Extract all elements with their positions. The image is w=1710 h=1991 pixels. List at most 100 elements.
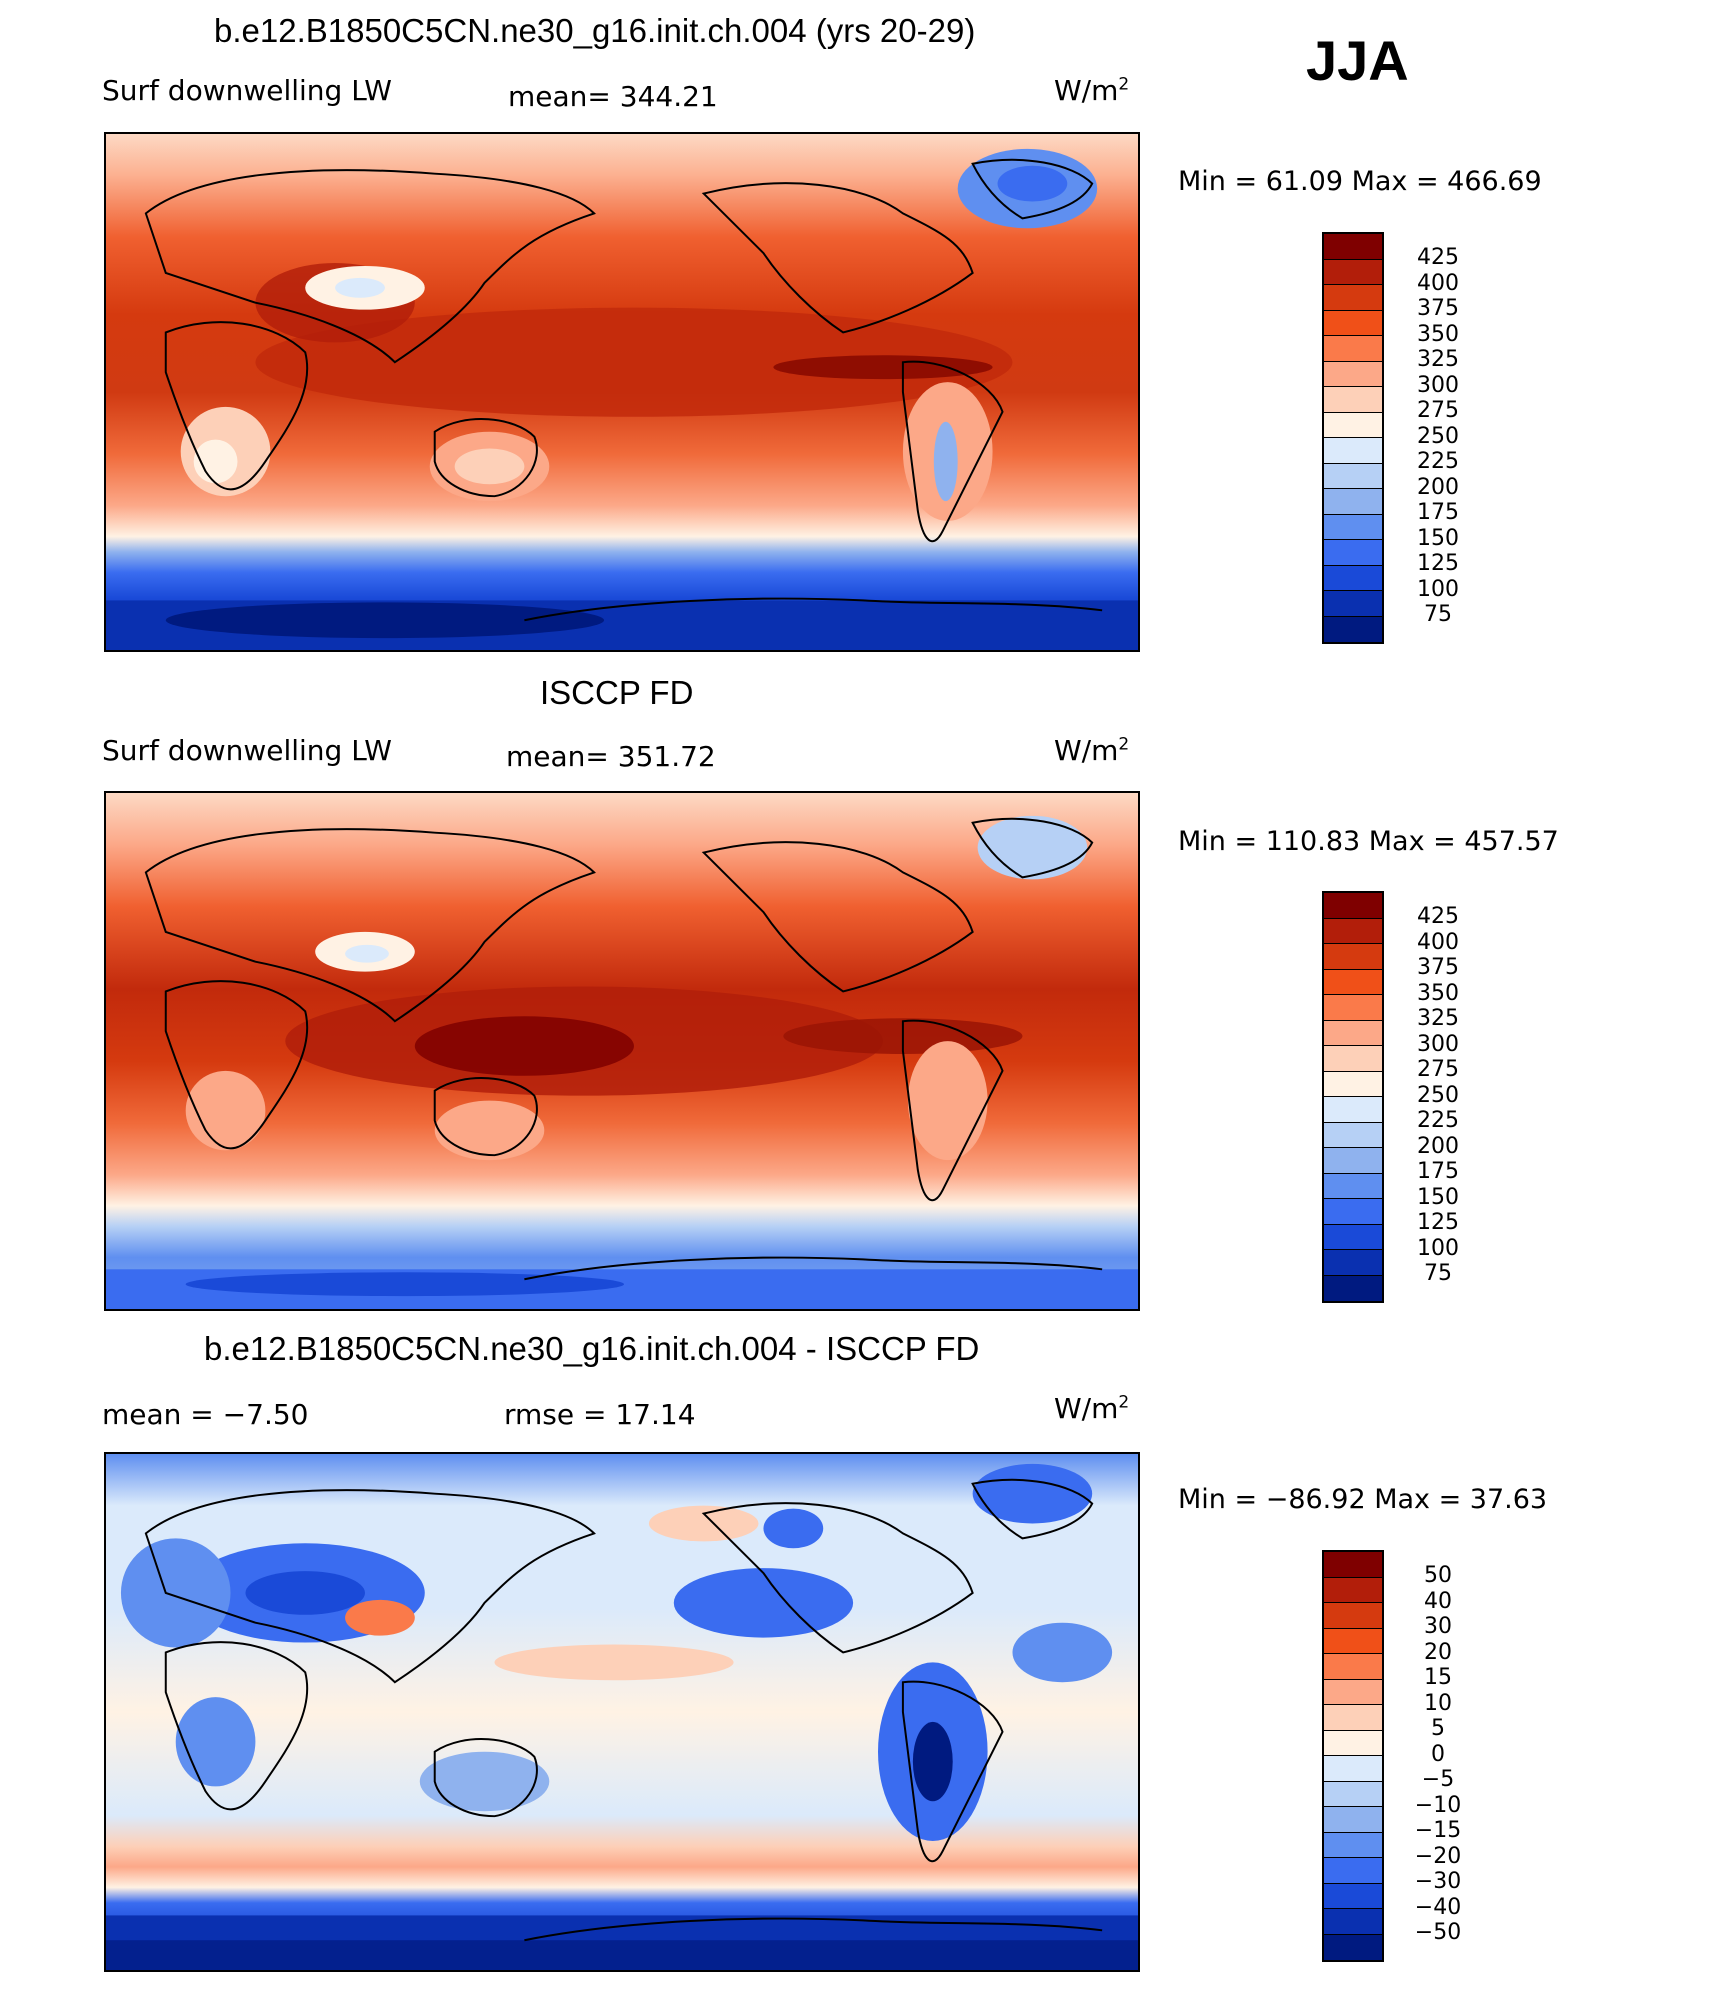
panel-3-contour-map [106,1454,1138,1970]
panel-2-colorbar [1322,891,1384,1303]
colorbar-tick-label: 75 [1424,1261,1452,1286]
colorbar-tick-label: 300 [1417,1031,1459,1057]
colorbar-swatch [1324,540,1382,566]
panel-3-mean-label: mean = −7.50 [102,1398,309,1431]
colorbar-tick-label: −30 [1414,1869,1462,1894]
colorbar-swatch [1324,1628,1382,1654]
colorbar-tick-label: 50 [1424,1563,1452,1588]
colorbar-swatch [1324,336,1382,362]
colorbar-tick-label: 100 [1417,1235,1459,1261]
panel-2-colorbar-ticks: 425 400 375 350 325 300 275 250 225 200 175 150 125 1… [1398,904,1478,1287]
panel-2-map [104,791,1140,1311]
panel-1-units: W/m2 [1054,74,1130,107]
panel-1-colorbar [1322,232,1384,644]
colorbar-swatch [1324,565,1382,591]
colorbar-swatch [1324,1148,1382,1174]
colorbar-tick-label: 125 [1417,1210,1459,1235]
colorbar-swatch [1324,1909,1382,1935]
colorbar-swatch [1324,1730,1382,1756]
colorbar-tick-label: 300 [1417,372,1459,398]
colorbar-swatch [1324,412,1382,438]
colorbar-tick-label: 250 [1417,1082,1459,1108]
colorbar-tick-label: 40 [1424,1588,1452,1614]
panel-2-mean-label: mean= 351.72 [506,740,716,773]
colorbar-tick-label: 200 [1417,1133,1459,1159]
colorbar-tick-label: 200 [1417,474,1459,500]
colorbar-tick-label: 75 [1424,602,1452,627]
colorbar-tick-label: −40 [1414,1894,1462,1920]
colorbar-swatch [1324,259,1382,285]
colorbar-swatch [1324,285,1382,311]
colorbar-tick-label: 375 [1417,955,1459,980]
colorbar-tick-label: 150 [1417,1184,1459,1210]
colorbar-tick-label: 275 [1417,1057,1459,1082]
colorbar-swatch [1324,1705,1382,1731]
panel-3-minmax: Min = −86.92 Max = 37.63 [1178,1484,1548,1515]
colorbar-swatch [1324,1122,1382,1148]
colorbar-swatch [1324,995,1382,1021]
colorbar-tick-label: 0 [1431,1741,1445,1767]
colorbar-swatch [1324,944,1382,970]
panel-1-minmax: Min = 61.09 Max = 466.69 [1178,166,1542,197]
panel-3-colorbar [1322,1550,1384,1962]
colorbar-swatch [1324,1199,1382,1225]
colorbar-swatch [1324,918,1382,944]
colorbar-swatch [1324,387,1382,413]
colorbar-swatch [1324,1756,1382,1782]
panel-1-title: b.e12.B1850C5CN.ne30_g16.init.ch.004 (yr… [214,12,976,49]
colorbar-tick-label: 350 [1417,321,1459,347]
colorbar-tick-label: −50 [1414,1920,1462,1945]
panel-3-title: b.e12.B1850C5CN.ne30_g16.init.ch.004 - I… [204,1330,980,1367]
colorbar-tick-label: −10 [1414,1792,1462,1818]
colorbar-swatch [1324,1097,1382,1123]
colorbar-swatch [1324,463,1382,489]
colorbar-tick-label: 325 [1417,347,1459,372]
colorbar-swatch [1324,361,1382,387]
colorbar-swatch [1324,1071,1382,1097]
colorbar-tick-label: 275 [1417,398,1459,423]
colorbar-swatch [1324,969,1382,995]
colorbar-tick-label: 5 [1431,1716,1445,1741]
colorbar-swatch [1324,1603,1382,1629]
colorbar-tick-label: 15 [1424,1665,1452,1690]
colorbar-swatch [1324,1173,1382,1199]
panel-3-units: W/m2 [1054,1392,1130,1425]
colorbar-tick-label: 20 [1424,1639,1452,1665]
colorbar-swatch [1324,591,1382,617]
panel-1-colorbar-ticks: 425 400 375 350 325 300 275 250 225 200 175 150 125 1… [1398,245,1478,628]
colorbar-swatch [1324,1858,1382,1884]
colorbar-tick-label: 175 [1417,500,1459,525]
colorbar-swatch [1324,1883,1382,1909]
colorbar-tick-label: 400 [1417,929,1459,955]
panel-1-contour-map [106,134,1138,650]
colorbar-tick-label: 30 [1424,1614,1452,1639]
colorbar-tick-label: 10 [1424,1690,1452,1716]
colorbar-swatch [1324,438,1382,464]
panel-3-rmse-label: rmse = 17.14 [504,1398,696,1431]
colorbar-tick-label: 250 [1417,423,1459,449]
season-label: JJA [1306,29,1409,92]
colorbar-tick-label: 100 [1417,576,1459,602]
colorbar-swatch [1324,1275,1382,1301]
panel-2-units: W/m2 [1054,734,1130,767]
panel-2-minmax: Min = 110.83 Max = 457.57 [1178,826,1559,857]
colorbar-swatch [1324,514,1382,540]
colorbar-swatch [1324,234,1382,260]
colorbar-tick-label: −15 [1414,1818,1462,1843]
panel-3-map [104,1452,1140,1972]
colorbar-tick-label: 175 [1417,1159,1459,1184]
colorbar-tick-label: 375 [1417,296,1459,321]
colorbar-swatch [1324,1250,1382,1276]
colorbar-swatch [1324,1781,1382,1807]
panel-1-mean-label: mean= 344.21 [508,80,718,113]
colorbar-swatch [1324,1020,1382,1046]
colorbar-swatch [1324,1224,1382,1250]
colorbar-tick-label: −20 [1414,1843,1462,1869]
colorbar-tick-label: 400 [1417,270,1459,296]
colorbar-tick-label: 225 [1417,1108,1459,1133]
panel-2-title: ISCCP FD [540,674,694,711]
colorbar-tick-label: 150 [1417,525,1459,551]
colorbar-swatch [1324,1679,1382,1705]
panel-1-variable-label: Surf downwelling LW [102,74,392,107]
colorbar-swatch [1324,1046,1382,1072]
